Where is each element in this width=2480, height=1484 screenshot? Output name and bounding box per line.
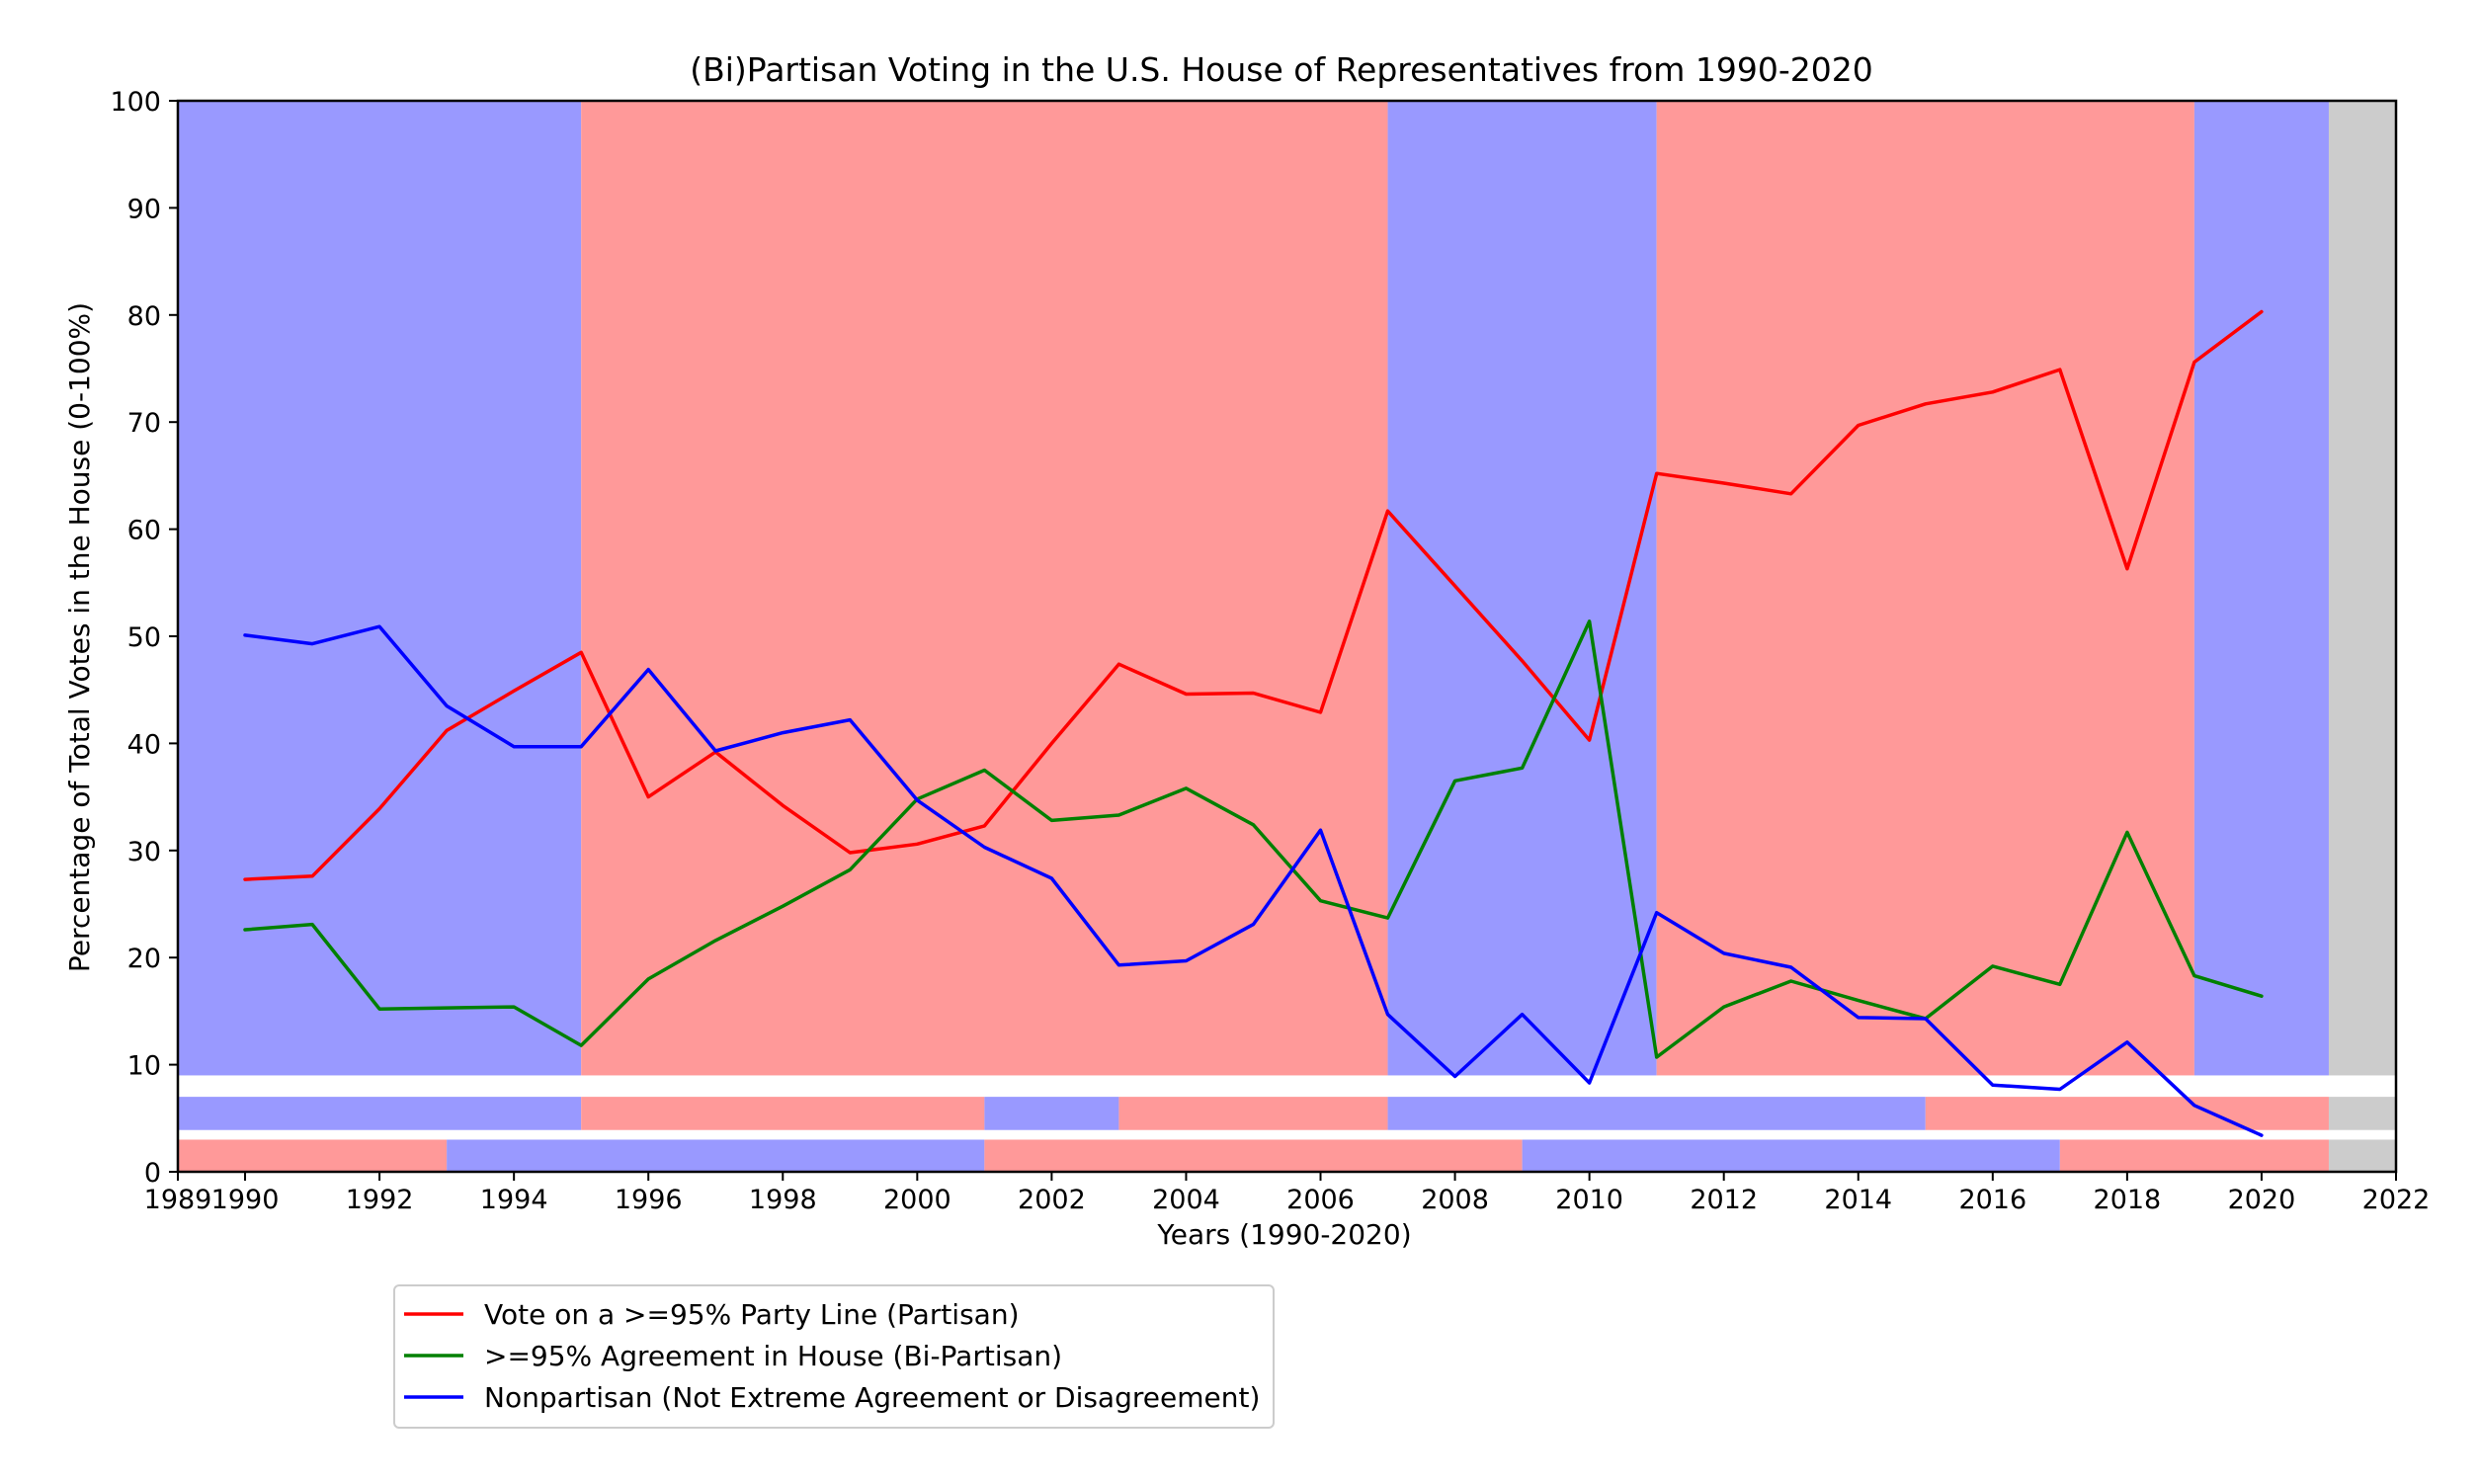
legend-label-0: Vote on a >=95% Party Line (Partisan) [484,1298,1020,1331]
x-tick-label: 2022 [2362,1185,2431,1215]
band-main-2021-2022 [2328,101,2396,1076]
legend-label-1: >=95% Agreement in House (Bi-Partisan) [484,1340,1062,1372]
y-tick-label: 30 [127,837,161,867]
x-tick-label: 1989 [144,1185,212,1215]
x-tick-label: 2008 [1421,1185,1489,1215]
band-bottom-2017-2021 [2059,1139,2329,1172]
band-bottom-2009-2017 [1522,1139,2060,1172]
x-tick-label: 2012 [1690,1185,1758,1215]
band-main-1989-1995 [178,101,582,1076]
band-bottom-2001-2009 [984,1139,1523,1172]
y-tick-label: 20 [127,944,161,974]
band-middle-1995-2001 [581,1097,985,1130]
band-middle-1989-1995 [178,1097,582,1130]
legend-box [393,1284,1275,1429]
band-middle-2001-2003 [984,1097,1119,1130]
x-tick-label: 1994 [480,1185,548,1215]
legend-label-2: Nonpartisan (Not Extreme Agreement or Di… [484,1381,1260,1414]
x-tick-label: 2014 [1824,1185,1892,1215]
series-lines [243,309,2264,1137]
band-bottom-2021-2022 [2328,1139,2396,1172]
band-main-2019-2021 [2193,101,2329,1076]
y-tick-label: 100 [110,87,161,118]
band-middle-2015-2021 [1925,1097,2329,1130]
band-main-2007-2011 [1387,101,1657,1076]
x-tick-label: 2020 [2228,1185,2296,1215]
legend: Vote on a >=95% Party Line (Partisan) >=9… [393,1284,1275,1429]
y-tick-label: 10 [127,1051,161,1082]
y-tick-label: 50 [127,622,161,653]
x-tick-label: 2000 [883,1185,951,1215]
series-line-0 [243,309,2264,881]
y-tick-label: 80 [127,301,161,332]
y-axis-label: Percentage of Total Votes in the House (… [63,302,96,972]
x-tick-label: 1992 [346,1185,414,1215]
y-tick-label: 70 [127,408,161,439]
y-axis: 0 10 20 30 40 50 60 70 80 90 100 [110,87,178,1189]
x-tick-label: 2006 [1286,1185,1355,1215]
x-tick-label: 2010 [1555,1185,1623,1215]
band-main-2011-2019 [1656,101,2194,1076]
y-tick-label: 90 [127,194,161,224]
band-bottom-1993-2001 [447,1139,985,1172]
y-tick-label: 60 [127,516,161,546]
x-tick-label: 2016 [1958,1185,2026,1215]
series-line-2 [243,624,2264,1137]
x-tick-label: 1996 [615,1185,683,1215]
y-tick-label: 0 [144,1158,161,1189]
x-tick-label: 2004 [1152,1185,1220,1215]
y-tick-label: 40 [127,729,161,760]
band-middle-2021-2022 [2328,1097,2396,1130]
x-tick-label: 1990 [211,1185,280,1215]
band-middle-2003-2007 [1118,1097,1388,1130]
band-bottom-1989-1993 [178,1139,448,1172]
band-middle-2007-2015 [1387,1097,1926,1130]
chart-title: (Bi)Partisan Voting in the U.S. House of… [690,50,1873,89]
x-tick-label: 2002 [1018,1185,1086,1215]
band-main-1995-2007 [581,101,1388,1076]
control-bands [178,101,2396,1172]
x-tick-label: 2018 [2094,1185,2162,1215]
x-axis-label: Years (1990-2020) [1156,1218,1411,1251]
x-tick-label: 1998 [749,1185,817,1215]
x-axis: 1989 1990 1992 1994 1996 1998 2000 2002 2004 2006… [144,1172,2431,1215]
